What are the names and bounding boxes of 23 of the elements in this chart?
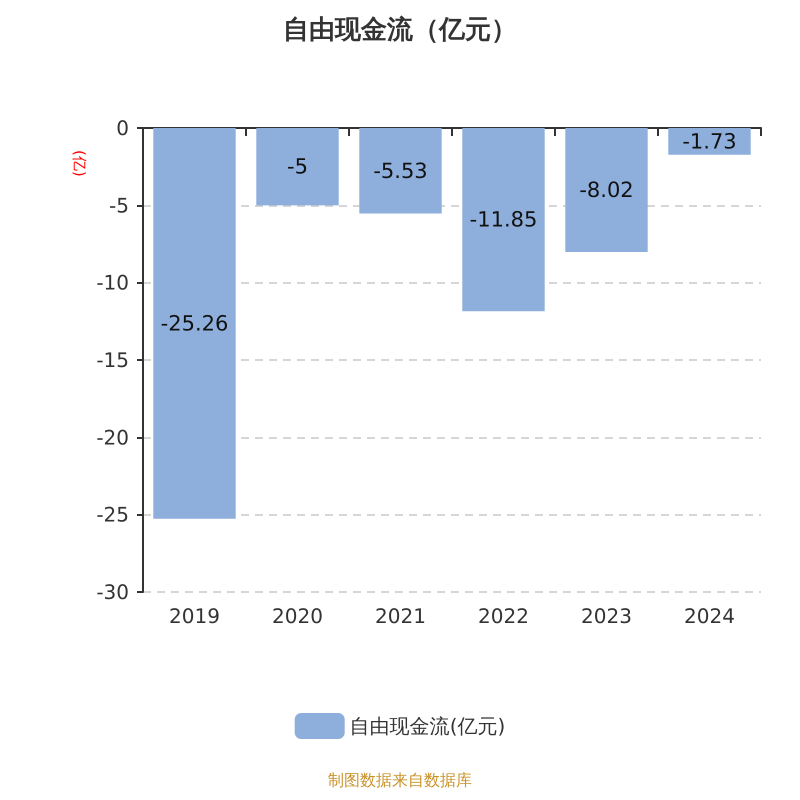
data-label: -8.02 (579, 178, 634, 202)
y-tick-label: -15 (96, 348, 129, 372)
y-tick-label: -25 (96, 502, 129, 527)
x-tick-label: 2024 (684, 604, 735, 628)
y-tick-label: -30 (96, 580, 129, 604)
y-tick-label: -5 (109, 193, 129, 218)
text: 制图数据来自数据库 (328, 770, 472, 790)
x-tick-label: 2023 (581, 604, 632, 628)
data-label: -5.53 (373, 158, 428, 183)
data-label: -1.73 (682, 129, 737, 154)
y-tick-label: 0 (116, 116, 129, 140)
data-label: -5 (287, 154, 308, 179)
data-label: -11.85 (470, 208, 538, 232)
x-tick-label: 2021 (375, 604, 426, 628)
x-tick-label: 2022 (478, 604, 529, 628)
data-label: -25.26 (160, 311, 228, 336)
x-tick-label: 2020 (272, 604, 323, 628)
x-tick-label: 2019 (169, 604, 220, 628)
y-tick-label: -10 (96, 270, 129, 295)
legend-label: 自由现金流(亿元) (350, 714, 506, 738)
y-tick-label: -20 (96, 425, 129, 450)
chart-title: 自由现金流（亿元） (283, 15, 517, 45)
y-axis-title: (亿) (70, 150, 88, 177)
